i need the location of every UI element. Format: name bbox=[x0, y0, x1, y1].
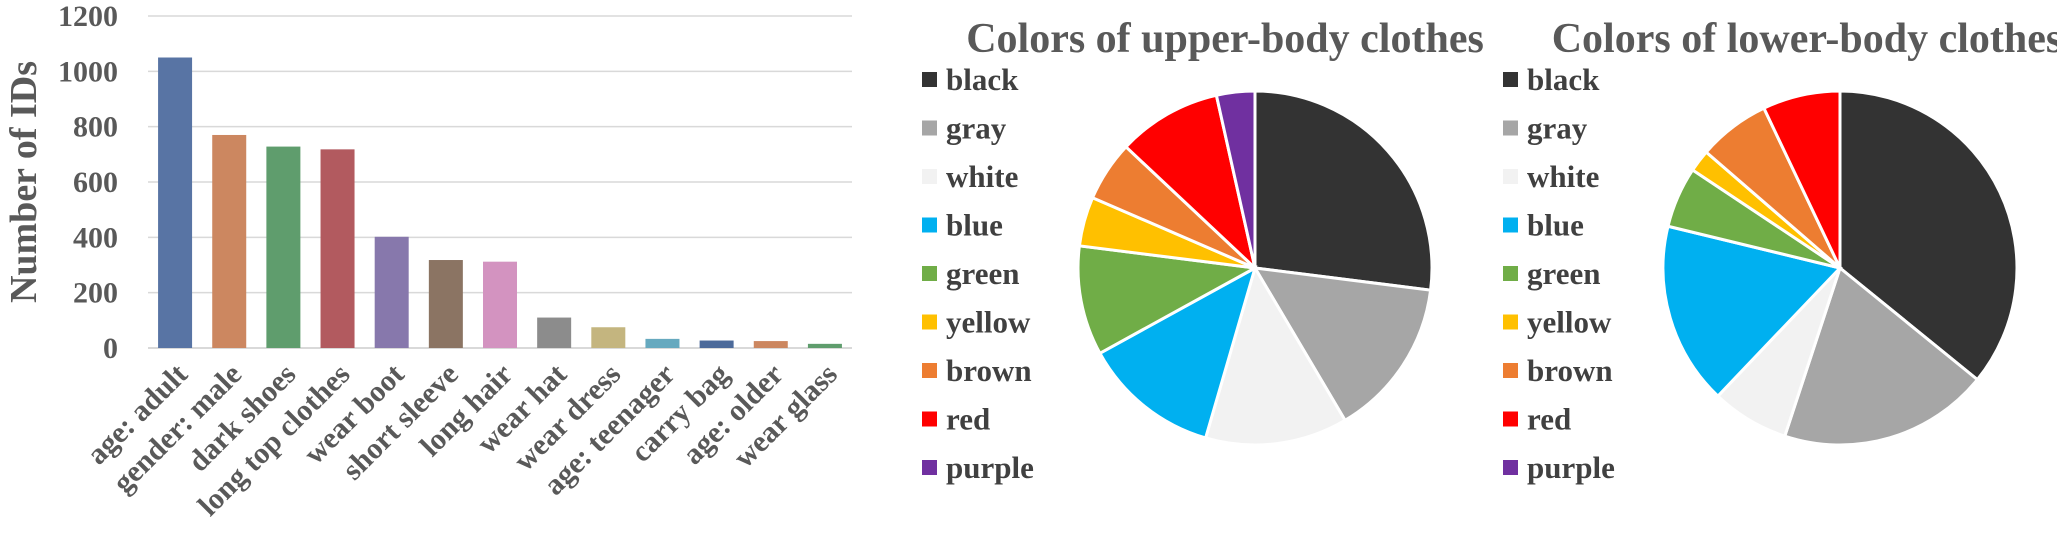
y-tick-label: 1000 bbox=[58, 55, 118, 88]
legend-swatch-blue bbox=[922, 217, 937, 233]
pie-slice-red bbox=[1761, 89, 1842, 269]
y-axis-title: Number of IDs bbox=[3, 61, 45, 303]
bar-dark-shoes bbox=[266, 146, 301, 348]
bar-wear-hat bbox=[537, 317, 572, 348]
pie-slice-red bbox=[1123, 93, 1258, 273]
legend-entry-white: white bbox=[1527, 159, 1599, 194]
legend-swatch-green bbox=[922, 266, 937, 281]
legend-swatch-purple bbox=[922, 460, 937, 475]
pie-title: Colors of lower-body clothes bbox=[1552, 16, 2057, 62]
legend-swatch-green bbox=[1503, 266, 1518, 281]
bar-short-sleeve bbox=[428, 260, 463, 348]
bar-long-hair bbox=[483, 261, 517, 348]
legend-swatch-white bbox=[922, 169, 937, 184]
bar-age-teenager bbox=[645, 338, 680, 348]
legend-entry-purple: purple bbox=[1527, 450, 1615, 485]
legend-swatch-yellow bbox=[922, 314, 937, 330]
bar-wear-boot bbox=[374, 236, 409, 348]
legend-entry-yellow: yellow bbox=[946, 305, 1031, 340]
legend-entry-gray: gray bbox=[1527, 111, 1588, 146]
bar-wear-dress bbox=[591, 327, 626, 348]
legend-entry-green: green bbox=[946, 256, 1019, 291]
legend-swatch-red bbox=[1503, 411, 1518, 427]
bar-carry-bag bbox=[699, 340, 734, 348]
legend-entry-blue: blue bbox=[1527, 208, 1584, 243]
pie-slice-blue bbox=[1097, 264, 1258, 440]
y-tick-label: 800 bbox=[73, 111, 118, 144]
y-tick-label: 200 bbox=[73, 277, 118, 310]
pie-slice-purple bbox=[1214, 89, 1257, 269]
pie-slice-blue bbox=[1661, 224, 1843, 399]
y-tick-label: 1200 bbox=[58, 0, 118, 33]
legend-entry-yellow: yellow bbox=[1527, 305, 1612, 340]
legend-swatch-yellow bbox=[1503, 314, 1518, 330]
bar-age-adult bbox=[158, 57, 193, 348]
legend-entry-red: red bbox=[1527, 402, 1571, 437]
legend-swatch-white bbox=[1503, 169, 1518, 184]
legend-entry-blue: blue bbox=[946, 208, 1003, 243]
legend-swatch-gray bbox=[1503, 120, 1518, 136]
y-tick-label: 0 bbox=[103, 332, 118, 365]
legend-swatch-red bbox=[922, 411, 937, 427]
pie-slice-black bbox=[1253, 89, 1434, 292]
legend-entry-gray: gray bbox=[946, 111, 1007, 146]
pie-slice-gray bbox=[1782, 265, 1980, 447]
legend-swatch-black bbox=[1503, 72, 1518, 87]
legend-swatch-blue bbox=[1503, 217, 1518, 233]
y-tick-label: 400 bbox=[73, 221, 118, 254]
legend-swatch-brown bbox=[922, 363, 937, 378]
legend-entry-brown: brown bbox=[946, 353, 1032, 388]
y-tick-label: 600 bbox=[73, 166, 118, 199]
legend-entry-purple: purple bbox=[946, 450, 1034, 485]
pie-slice-gray bbox=[1252, 266, 1433, 423]
bar-gender-male bbox=[212, 134, 247, 348]
pie-title: Colors of upper-body clothes bbox=[966, 16, 1484, 62]
legend-entry-white: white bbox=[946, 159, 1018, 194]
bar-age-older bbox=[753, 341, 788, 348]
bar-wear-glass bbox=[807, 343, 842, 348]
legend-entry-black: black bbox=[1527, 62, 1600, 97]
legend-entry-green: green bbox=[1527, 256, 1600, 291]
pie-slice-black bbox=[1838, 89, 2019, 382]
legend-swatch-brown bbox=[1503, 363, 1518, 378]
pie-slice-green bbox=[1076, 244, 1260, 356]
legend-swatch-gray bbox=[922, 120, 937, 136]
legend-entry-brown: brown bbox=[1527, 353, 1613, 388]
legend-entry-black: black bbox=[946, 62, 1019, 97]
legend-swatch-black bbox=[922, 72, 937, 87]
bar-long-top-clothes bbox=[320, 149, 355, 348]
legend-entry-red: red bbox=[946, 402, 990, 437]
legend-swatch-purple bbox=[1503, 460, 1518, 475]
pie-slice-white bbox=[1203, 264, 1348, 447]
